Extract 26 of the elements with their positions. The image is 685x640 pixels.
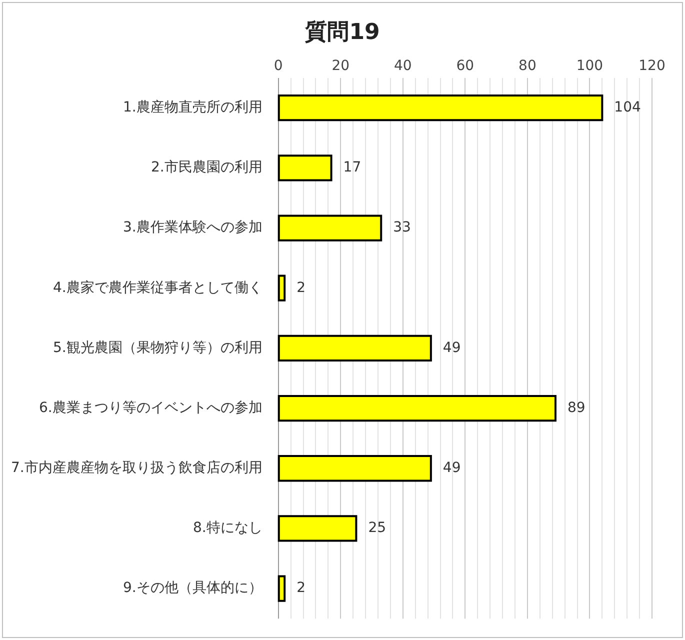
data-label: 17 — [343, 160, 362, 176]
data-label: 2 — [296, 280, 306, 296]
y-tick-label: 9.その他（具体的に） — [123, 580, 262, 596]
x-tick-label: 40 — [394, 58, 412, 74]
data-label: 89 — [567, 400, 586, 416]
data-label: 49 — [442, 340, 461, 356]
y-tick-label: 5.観光農園（果物狩り等）の利用 — [53, 340, 262, 356]
data-label: 33 — [393, 220, 411, 236]
y-tick-label: 6.農業まつり等のイベントへの参加 — [39, 400, 262, 416]
y-tick-label: 4.農家で農作業従事者として働く — [53, 280, 262, 296]
y-tick-label: 8.特になし — [193, 520, 262, 536]
x-tick-label: 120 — [638, 58, 666, 74]
data-label: 104 — [614, 99, 641, 116]
x-tick-label: 100 — [576, 58, 604, 74]
data-label: 49 — [442, 460, 461, 476]
y-tick-label: 2.市民農園の利用 — [151, 160, 262, 176]
y-tick-label: 1.農産物直売所の利用 — [123, 99, 262, 116]
x-tick-label: 0 — [274, 58, 283, 74]
x-tick-label: 60 — [456, 58, 474, 74]
x-tick-label: 20 — [332, 58, 350, 74]
y-tick-label: 3.農作業体験への参加 — [123, 220, 262, 236]
data-label: 2 — [296, 580, 306, 596]
data-label: 25 — [368, 520, 386, 536]
y-tick-label: 7.市内産農産物を取り扱う飲食店の利用 — [11, 460, 262, 476]
x-tick-label: 80 — [518, 58, 536, 74]
chart-title: 質問19 — [304, 19, 381, 47]
